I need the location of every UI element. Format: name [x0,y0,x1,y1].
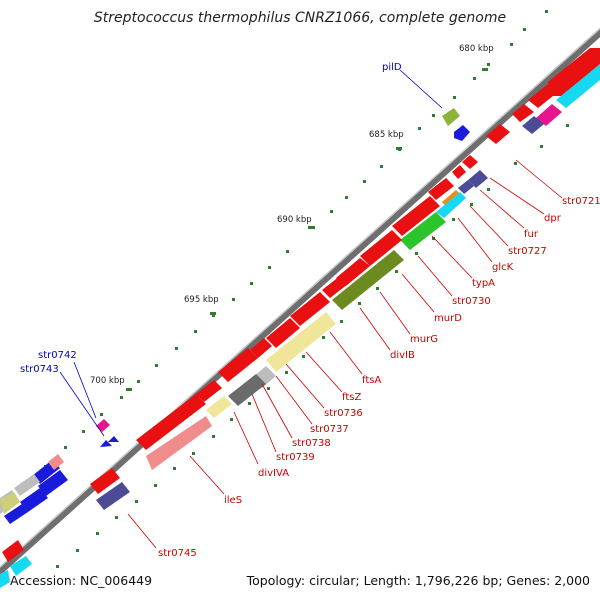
kbp-label-685: 685 kbp [369,130,404,140]
gene-str0743-a [100,440,112,447]
leader-lines-blue [59,69,443,437]
label-str0736: str0736 [324,408,363,419]
label-glcK: glcK [492,262,514,273]
kbp-label-695: 695 kbp [184,295,219,305]
label-str0738: str0738 [292,438,331,449]
gene-labels-red: str0721 dpr fur str0727 glcK typA str073… [158,196,600,559]
label-str0721: str0721 [562,196,600,207]
label-ftsZ: ftsZ [342,392,361,403]
gene-str0742 [96,419,110,432]
label-divIVA: divIVA [258,468,289,479]
genome-backbone [0,27,600,576]
gene-str0743-b [108,436,119,442]
label-str0727: str0727 [508,246,547,257]
label-str0745: str0745 [158,548,197,559]
genome-meta-text: Topology: circular; Length: 1,796,226 bp… [246,573,590,588]
tick-marks [25,10,569,568]
accession-text: Accession: NC_006449 [10,573,153,588]
label-divIB: divIB [390,350,415,361]
outer-features [96,108,470,447]
label-murD: murD [434,313,462,324]
label-typA: typA [472,278,495,289]
label-str0739: str0739 [276,452,315,463]
gene-labels-blue: pilD str0742 str0743 [20,62,402,375]
label-dpr: dpr [544,213,562,224]
label-ftsA: ftsA [362,375,381,386]
kbp-label-680: 680 kbp [459,44,494,54]
leader-lines [127,159,563,549]
label-murG: murG [410,334,438,345]
gene-pilD [442,108,460,126]
label-fur: fur [524,229,539,240]
label-pilD: pilD [382,62,402,73]
label-ileS: ileS [224,495,242,506]
label-str0737: str0737 [310,424,349,435]
map-title: Streptococcus thermophilus CNRZ1066, com… [93,10,507,26]
label-str0743: str0743 [20,364,59,375]
label-str0730: str0730 [452,296,491,307]
inner-features [0,48,600,588]
label-str0742: str0742 [38,350,77,361]
kbp-label-690: 690 kbp [277,215,312,225]
gene-pilD-blue [454,125,470,141]
kbp-label-700: 700 kbp [90,376,125,386]
